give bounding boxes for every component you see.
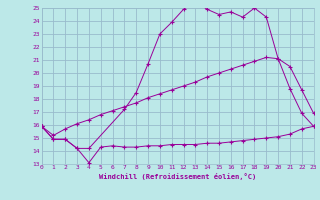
X-axis label: Windchill (Refroidissement éolien,°C): Windchill (Refroidissement éolien,°C) — [99, 173, 256, 180]
